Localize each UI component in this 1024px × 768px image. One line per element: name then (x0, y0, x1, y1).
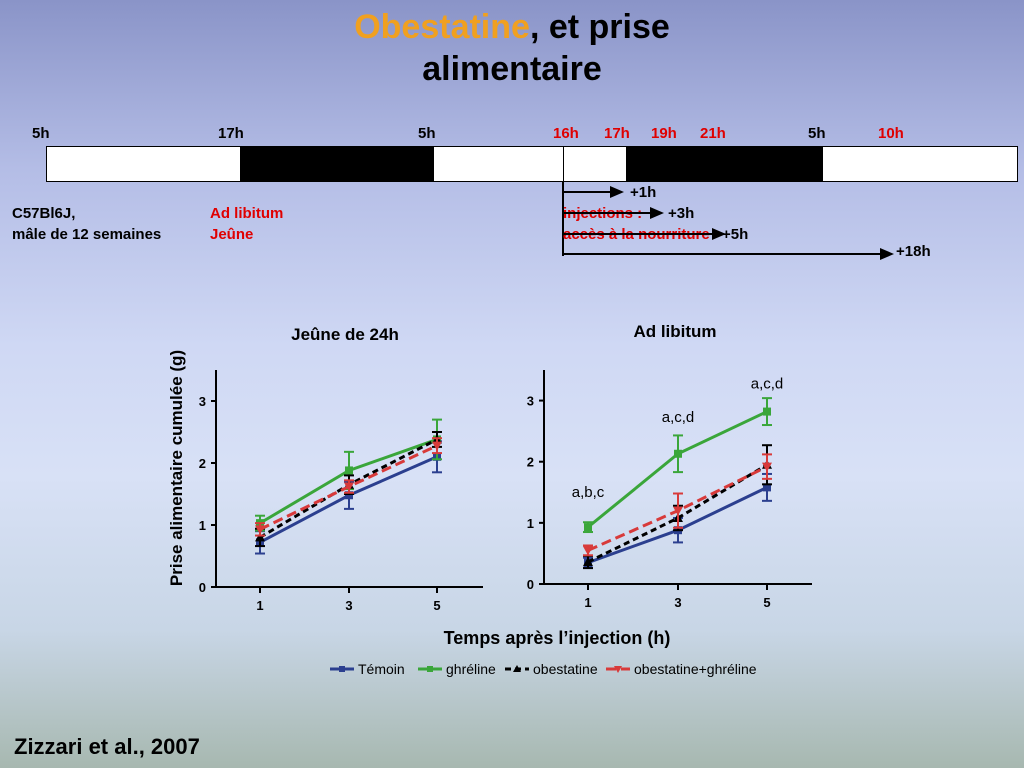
chart2-xtick-label-0: 1 (584, 595, 591, 610)
chart1-series-1-point-1 (345, 466, 353, 475)
legend-marker-1 (427, 666, 433, 672)
subjects-line2: mâle de 12 semaines (12, 226, 162, 243)
chart2-series-2-point-0 (583, 556, 593, 566)
chart1-series-3-point-1 (344, 482, 354, 492)
arrow-3h-label: +3h (668, 205, 695, 222)
reference-citation: Zizzari et al., 2007 (14, 734, 200, 759)
chart2-series-3-point-1 (673, 506, 683, 516)
arrow-18h-label: +18h (896, 243, 931, 260)
chart1-series-3-point-2 (432, 441, 442, 451)
night-period-1 (240, 147, 434, 181)
chart2-ytick-label-0: 0 (527, 577, 534, 592)
timeline-label-17h-b: 17h (604, 125, 630, 142)
chart2-ytick-label-2: 2 (527, 455, 534, 470)
chart2-xtick-label-2: 5 (763, 595, 770, 610)
chart2-ytick-label-3: 3 (527, 394, 534, 409)
night-period-2 (626, 147, 823, 181)
legend-marker-3 (614, 666, 622, 673)
title-rest: , et prise (529, 8, 670, 46)
chart1-series-3-point-0 (255, 525, 265, 535)
timeline-label-19h: 19h (651, 125, 677, 142)
chart1-ytick-label-2: 2 (199, 456, 206, 471)
condition-jeune: Jeûne (210, 226, 254, 243)
timeline-label-16h: 16h (553, 125, 579, 142)
arrow-18h-line (563, 253, 881, 255)
chart2-series-3-point-0 (583, 546, 593, 556)
chart2-series-1-point-2 (763, 407, 771, 416)
chart2-annotation-1: a,c,d (662, 409, 695, 426)
chart2-series-1-point-0 (584, 523, 592, 532)
legend-label-1: ghréline (446, 661, 496, 677)
legend-marker-2 (513, 665, 521, 672)
timeline-label-5h-a: 5h (32, 125, 50, 142)
chart1-ytick-label-3: 3 (199, 394, 206, 409)
condition-ad-libitum: Ad libitum (210, 205, 284, 222)
day-night-timeline (46, 146, 1018, 183)
chart1-series-0-point-1 (345, 491, 353, 500)
arrow-5h-head (712, 228, 726, 240)
legend-label-0: Témoin (358, 661, 405, 677)
injection-marker (563, 147, 564, 183)
chart1-title: Jeûne de 24h (291, 325, 399, 344)
legend-label-3: obestatine+ghréline (634, 661, 757, 677)
chart1-series-2-point-0 (255, 532, 265, 542)
chart1-xtick-label-0: 1 (256, 598, 263, 613)
chart2-ytick-label-1: 1 (527, 516, 534, 531)
timeline-label-17h-a: 17h (218, 125, 244, 142)
chart2-series-0-point-2 (763, 483, 771, 492)
arrow-5h-line (563, 233, 713, 235)
timeline-label-10h: 10h (878, 125, 904, 142)
chart2-annotation-2: a,c,d (751, 375, 784, 392)
timeline-label-21h: 21h (700, 125, 726, 142)
arrow-3h-line (563, 212, 651, 214)
arrow-1h-line (563, 191, 611, 193)
chart2-series-1-point-1 (674, 449, 682, 458)
chart1-xtick-label-2: 5 (433, 598, 440, 613)
chart2-series-3-point-2 (762, 462, 772, 472)
title-line2: alimentaire (422, 50, 602, 88)
y-axis-label: Prise alimentaire cumulée (g) (167, 350, 186, 586)
arrow-1h-label: +1h (630, 184, 657, 201)
chart1-xtick-label-1: 3 (345, 598, 352, 613)
arrow-3h-head (650, 207, 664, 219)
arrow-18h-head (880, 248, 894, 260)
timeline-label-5h-b: 5h (418, 125, 436, 142)
arrow-5h-label: +5h (722, 226, 749, 243)
arrow-1h-head (610, 186, 624, 198)
chart1-ytick-label-0: 0 (199, 580, 206, 595)
chart2-annotation-0: a,b,c (572, 484, 605, 501)
injection-vertical-line (562, 182, 564, 256)
chart2-title: Ad libitum (633, 322, 716, 341)
chart2-xtick-label-1: 3 (674, 595, 681, 610)
title-highlight: Obestatine (354, 8, 530, 46)
slide-title: Obestatine, et prise alimentaire (0, 6, 1024, 90)
subjects-line1: C57Bl6J, (12, 205, 76, 222)
chart1-ytick-label-1: 1 (199, 518, 206, 533)
timeline-label-5h-c: 5h (808, 125, 826, 142)
legend-label-2: obestatine (533, 661, 598, 677)
legend-marker-0 (339, 666, 345, 672)
x-axis-label: Temps après l’injection (h) (444, 628, 671, 648)
